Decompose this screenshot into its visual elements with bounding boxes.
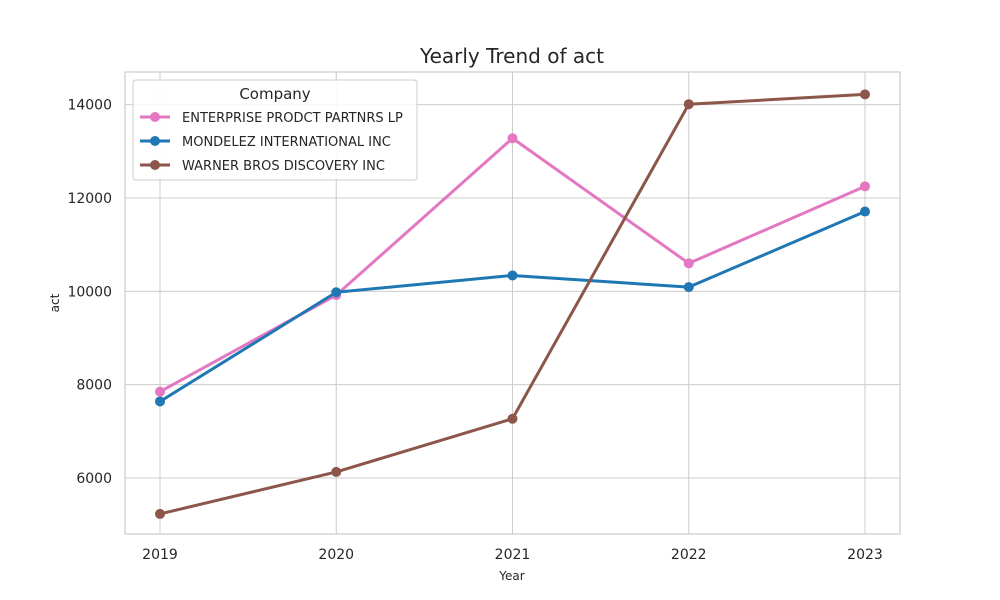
y-tick-label: 6000 <box>76 471 112 487</box>
tick-labels: 2019 2020 2021 2022 2023 6000 8000 10000 12000 14… <box>67 98 882 563</box>
legend-entry: MONDELEZ INTERNATIONAL INC <box>140 135 391 150</box>
data-point <box>683 99 694 110</box>
data-point <box>155 508 165 519</box>
data-point <box>683 282 694 293</box>
series-3 <box>155 89 870 519</box>
legend-entry: ENTERPRISE PRODCT PARTNRS LP <box>140 111 403 126</box>
legend-title: Company <box>239 85 310 103</box>
data-point <box>860 206 870 217</box>
y-tick-label: 8000 <box>76 378 112 394</box>
y-tick-label: 10000 <box>67 284 112 300</box>
x-tick-label: 2023 <box>847 547 883 563</box>
x-tick-label: 2019 <box>142 547 178 563</box>
series-layer <box>155 89 870 519</box>
legend-marker <box>150 112 160 122</box>
data-point <box>331 466 342 477</box>
x-tick-label: 2020 <box>318 547 354 563</box>
x-axis-label: Year <box>498 569 524 583</box>
y-axis-label: act <box>48 293 62 312</box>
y-tick-label: 14000 <box>67 98 112 114</box>
data-point <box>155 386 165 397</box>
y-tick-label: 12000 <box>67 191 112 207</box>
data-point <box>507 133 518 144</box>
legend-entry: WARNER BROS DISCOVERY INC <box>140 159 385 174</box>
x-tick-label: 2022 <box>671 547 707 563</box>
series-2 <box>155 206 870 407</box>
legend-label: WARNER BROS DISCOVERY INC <box>182 159 385 174</box>
chart-title: Yearly Trend of act <box>419 44 604 68</box>
x-tick-label: 2021 <box>495 547 531 563</box>
data-point <box>683 258 694 269</box>
legend-box <box>132 79 418 181</box>
legend: Company ENTERPRISE PRODCT PARTNRS LP MOND… <box>132 79 418 181</box>
legend-items: ENTERPRISE PRODCT PARTNRS LP MONDELEZ INT… <box>140 111 403 174</box>
data-point <box>155 396 165 407</box>
legend-marker <box>150 136 160 146</box>
plot-frame <box>124 71 901 535</box>
data-point <box>860 181 870 192</box>
legend-marker <box>150 160 160 170</box>
data-point <box>331 287 342 298</box>
legend-label: ENTERPRISE PRODCT PARTNRS LP <box>182 111 403 126</box>
legend-label: MONDELEZ INTERNATIONAL INC <box>182 135 391 150</box>
data-point <box>507 270 518 281</box>
data-point <box>860 89 870 100</box>
data-point <box>507 413 518 424</box>
